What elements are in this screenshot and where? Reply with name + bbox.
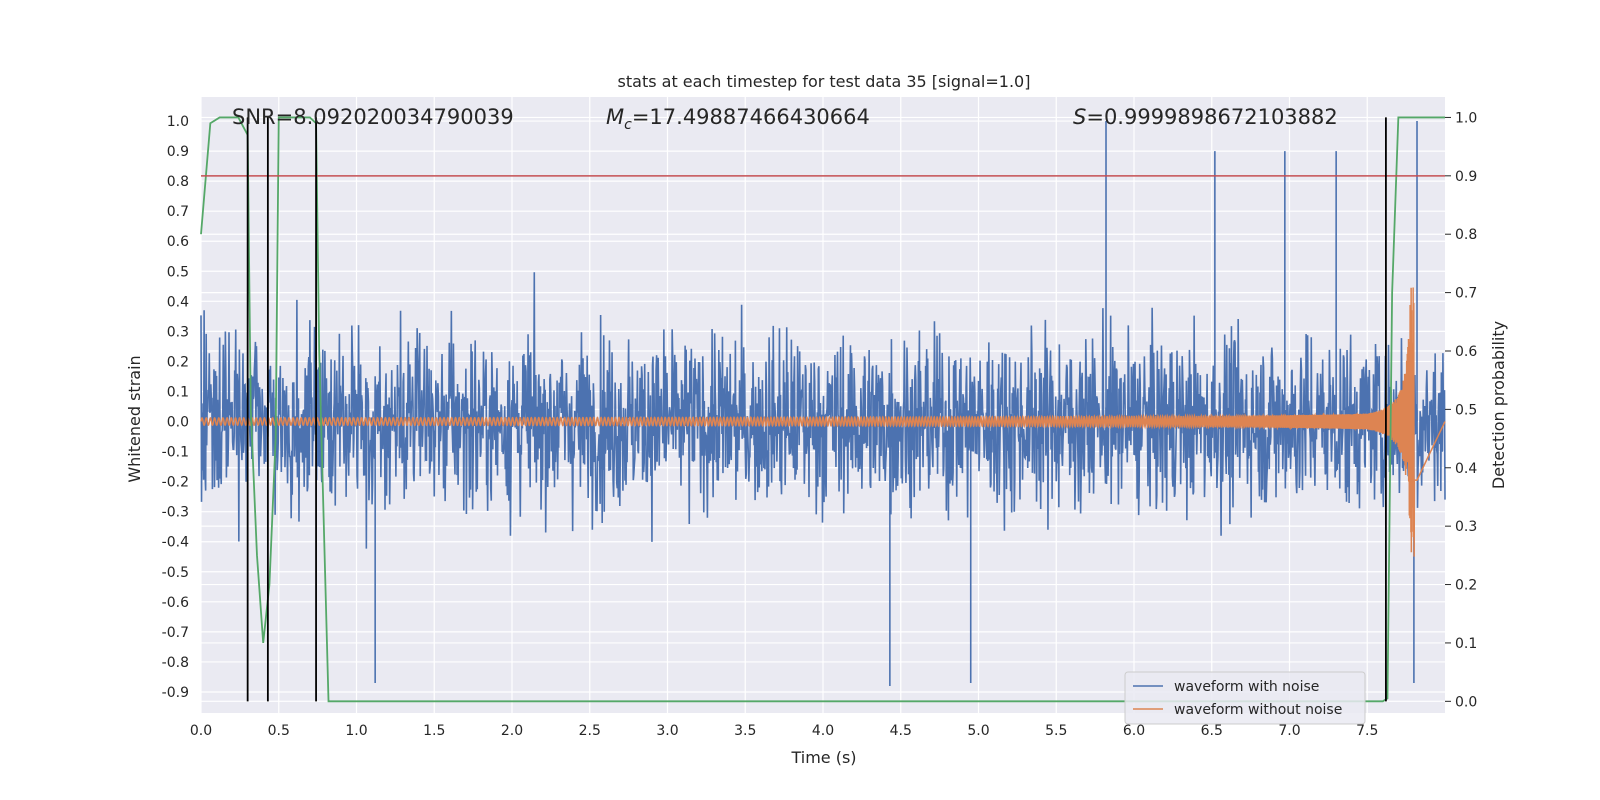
y-tick-label: 0.0 — [167, 415, 189, 431]
chirp-mass-symbol: M — [606, 105, 624, 129]
x-tick-label: 6.5 — [1201, 723, 1223, 739]
series-waveform-without-noise — [200, 287, 1446, 557]
y-tick-label: -0.5 — [162, 565, 189, 581]
y-tick-label: 0.6 — [167, 234, 189, 250]
y2-tick-label: 0.8 — [1455, 227, 1477, 243]
y2-tick-label: 1.0 — [1455, 110, 1477, 126]
y2-tick-label: 0.9 — [1455, 169, 1477, 185]
y-axis-right: 1.0 0.9 0.8 0.7 0.6 0.5 0.4 0.3 0.2 0.1 0.0 — [1445, 110, 1477, 710]
y-tick-label: 1.0 — [167, 114, 189, 130]
x-axis: 0.0 0.5 1.0 1.5 2.0 2.5 3.0 3.5 4.0 4.5 5.0 5.5 6.0 6… — [190, 723, 1379, 739]
y-tick-label: -0.7 — [162, 625, 189, 641]
snr-annotation: SNR=8.092020034790039 — [232, 105, 514, 129]
y2-tick-label: 0.1 — [1455, 636, 1477, 652]
vertical-markers — [246, 117, 1387, 702]
y-tick-label: 0.2 — [167, 354, 189, 370]
y-tick-label: 0.8 — [167, 174, 189, 190]
y-tick-label: 0.4 — [167, 294, 189, 310]
y-tick-label: -0.4 — [162, 535, 189, 551]
y2-tick-label: 0.0 — [1455, 694, 1477, 710]
x-tick-label: 6.0 — [1123, 723, 1145, 739]
clean-trace — [200, 287, 1446, 557]
x-tick-label: 7.0 — [1278, 723, 1300, 739]
y-tick-label: 0.1 — [167, 384, 189, 400]
y2-tick-label: 0.2 — [1455, 578, 1477, 594]
x-tick-label: 3.5 — [734, 723, 756, 739]
y2-tick-label: 0.4 — [1455, 461, 1477, 477]
x-tick-label: 1.0 — [345, 723, 367, 739]
y2-tick-label: 0.3 — [1455, 519, 1477, 535]
x-tick-label: 2.5 — [579, 723, 601, 739]
legend-label-clean: waveform without noise — [1174, 702, 1342, 718]
chirp-mass-subscript: c — [624, 117, 632, 133]
x-tick-label: 5.0 — [967, 723, 989, 739]
y-tick-label: 0.3 — [167, 324, 189, 340]
chirp-mass-annotation: Mc=17.49887466430664 — [606, 105, 870, 133]
x-axis-label: Time (s) — [790, 748, 856, 767]
y-tick-label: -0.9 — [162, 685, 189, 701]
y-axis-left: 1.0 0.9 0.8 0.7 0.6 0.5 0.4 0.3 0.2 0.1 0.0 -0.1 -0.… — [162, 114, 189, 701]
chart-title: stats at each timestep for test data 35 … — [618, 72, 1031, 91]
y-tick-label: -0.6 — [162, 595, 189, 611]
y-tick-label: 0.7 — [167, 204, 189, 220]
x-tick-label: 0.0 — [190, 723, 212, 739]
x-tick-label: 4.0 — [812, 723, 834, 739]
x-tick-label: 7.5 — [1356, 723, 1378, 739]
x-tick-label: 3.0 — [656, 723, 678, 739]
legend: waveform with noise waveform without noi… — [1124, 671, 1366, 725]
x-tick-label: 2.0 — [501, 723, 523, 739]
score-value: =0.9999898672103882 — [1086, 105, 1337, 129]
y-tick-label: -0.1 — [162, 445, 189, 461]
y2-axis-label: Detection probability — [1489, 321, 1508, 489]
legend-frame — [1124, 671, 1366, 725]
y-tick-label: -0.2 — [162, 475, 189, 491]
x-tick-label: 4.5 — [890, 723, 912, 739]
score-symbol: S — [1073, 105, 1086, 129]
chirp-mass-value: =17.49887466430664 — [632, 105, 870, 129]
y-tick-label: -0.8 — [162, 655, 189, 671]
y-tick-label: -0.3 — [162, 505, 189, 521]
x-tick-label: 5.5 — [1045, 723, 1067, 739]
y2-tick-label: 0.7 — [1455, 286, 1477, 302]
x-tick-label: 1.5 — [423, 723, 445, 739]
score-annotation: S=0.9999898672103882 — [1073, 105, 1338, 129]
y-tick-label: 0.5 — [167, 264, 189, 280]
y2-tick-label: 0.6 — [1455, 344, 1477, 360]
y-axis-label: Whitened strain — [125, 355, 144, 482]
y2-tick-label: 0.5 — [1455, 402, 1477, 418]
legend-label-noise: waveform with noise — [1174, 679, 1319, 695]
x-tick-label: 0.5 — [268, 723, 290, 739]
y-tick-label: 0.9 — [167, 144, 189, 160]
